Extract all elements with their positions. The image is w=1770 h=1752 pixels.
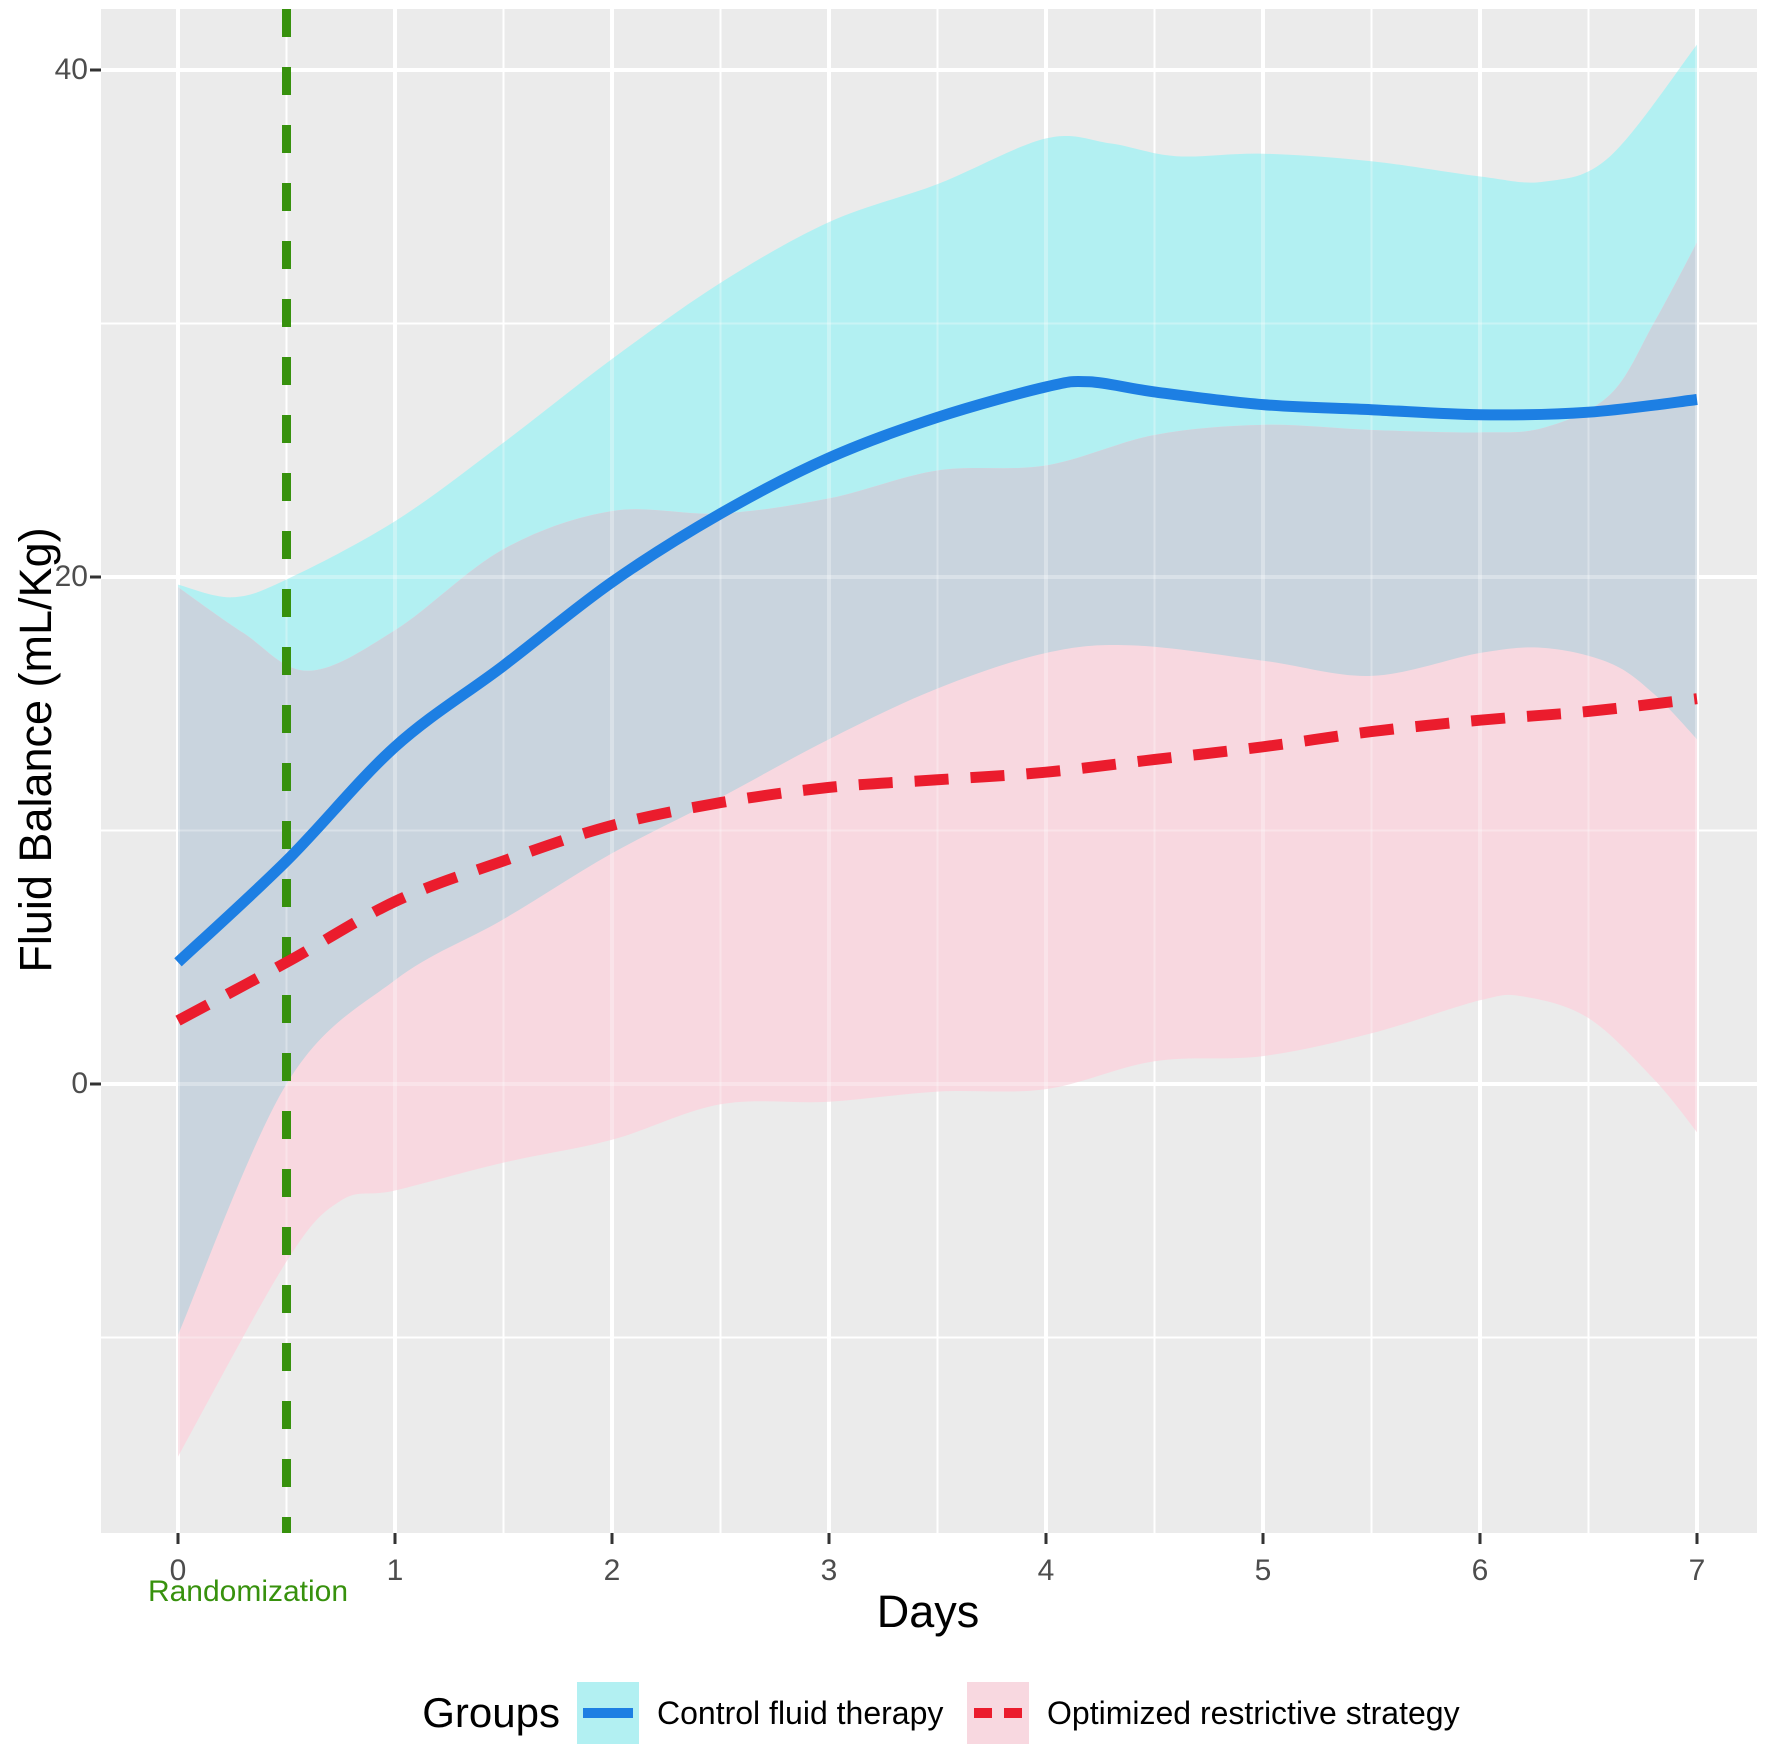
bands-overlap [178, 242, 1697, 1335]
legend: Groups Control fluid therapy Optimized r… [0, 1682, 1770, 1744]
legend-key-control [577, 1682, 639, 1744]
randomization-annotation: Randomization [147, 1575, 349, 1608]
x-tick-label-6: 6 [1471, 1554, 1489, 1587]
x-tick-label-1: 1 [386, 1554, 404, 1587]
control-line-swatch [583, 1708, 633, 1718]
legend-label-control: Control fluid therapy [657, 1695, 944, 1731]
legend-label-restrictive: Optimized restrictive strategy [1047, 1695, 1460, 1731]
x-tick-label-4: 4 [1037, 1554, 1055, 1587]
control-line [174, 375, 1698, 967]
x-tick-label-3: 3 [820, 1554, 838, 1587]
restrictive-line-swatch [1004, 1708, 1022, 1718]
restrictive-line [175, 693, 1698, 1026]
restrictive-line-swatch [974, 1708, 992, 1718]
x-tick-label-5: 5 [1254, 1554, 1272, 1587]
y-axis-title: Fluid Balance (mL/Kg) [10, 527, 61, 973]
legend-key-restrictive [967, 1682, 1029, 1744]
y-tick-label-20: 20 [54, 560, 88, 593]
y-tick-label-40: 40 [54, 53, 88, 86]
y-tick-label-0: 0 [71, 1067, 88, 1100]
x-tick-label-2: 2 [603, 1554, 621, 1587]
x-axis-title: Days [876, 1586, 980, 1637]
x-tick-label-7: 7 [1688, 1554, 1706, 1587]
control-band [178, 44, 1697, 1336]
x-tick-label-0: 0 [169, 1554, 187, 1587]
legend-title: Groups [422, 1689, 560, 1736]
